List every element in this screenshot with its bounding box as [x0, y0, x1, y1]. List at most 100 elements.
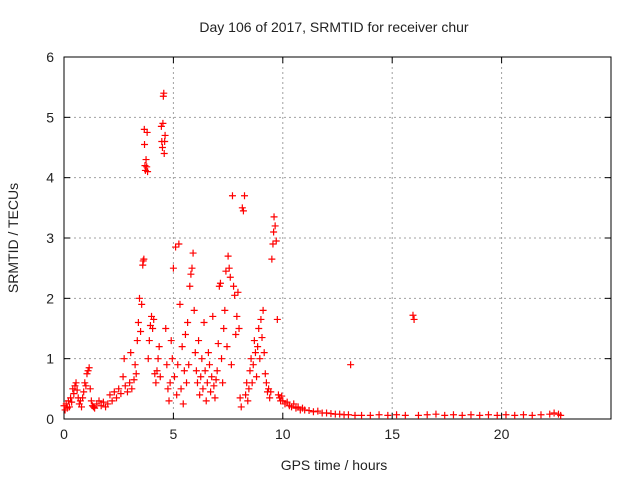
data-point	[223, 343, 231, 351]
x-tick-label: 0	[60, 426, 68, 442]
data-point	[119, 373, 127, 381]
data-point	[199, 385, 207, 393]
data-point	[467, 411, 475, 419]
data-point	[161, 131, 169, 139]
y-axis-label: SRMTID / TECUs	[5, 183, 21, 293]
data-point	[259, 306, 267, 314]
data-point	[351, 411, 359, 419]
x-tick-label: 10	[275, 426, 291, 442]
data-point	[183, 379, 191, 387]
data-point	[123, 388, 131, 396]
data-point	[222, 267, 230, 275]
data-point	[255, 325, 263, 332]
data-point	[150, 315, 158, 323]
data-point	[163, 361, 171, 369]
data-point	[384, 411, 392, 419]
data-point	[283, 398, 291, 406]
data-point	[195, 337, 203, 345]
data-point	[115, 385, 123, 393]
data-point	[140, 255, 148, 263]
data-point	[149, 325, 157, 332]
data-point	[237, 403, 245, 411]
data-point	[144, 355, 152, 363]
chart-title: Day 106 of 2017, SRMTID for receiver chu…	[199, 19, 469, 35]
data-point	[204, 349, 212, 357]
data-point	[215, 282, 223, 290]
data-point	[184, 318, 192, 326]
data-point	[180, 367, 188, 375]
data-point	[132, 370, 140, 378]
data-point	[91, 404, 99, 412]
data-point	[97, 402, 105, 410]
data-point	[336, 410, 344, 418]
data-point	[242, 391, 250, 399]
data-point	[177, 385, 185, 393]
data-point	[230, 282, 238, 290]
data-point	[78, 403, 86, 411]
data-point	[72, 379, 80, 387]
data-point	[546, 410, 554, 418]
y-tick-label: 2	[46, 290, 54, 306]
data-point	[209, 312, 217, 320]
data-point	[138, 300, 146, 308]
data-point	[80, 388, 88, 396]
data-point	[228, 192, 236, 200]
data-point	[70, 390, 78, 398]
data-point	[110, 388, 118, 396]
data-point	[269, 240, 277, 248]
data-point	[144, 168, 152, 176]
data-point	[128, 385, 136, 393]
data-point	[85, 364, 93, 372]
x-tick-label: 20	[494, 426, 510, 442]
data-point	[83, 370, 91, 378]
data-point	[164, 385, 172, 393]
data-point	[198, 355, 206, 363]
data-point	[142, 156, 150, 164]
data-point	[245, 385, 253, 393]
data-point	[113, 394, 121, 402]
data-point	[81, 379, 89, 387]
data-point	[213, 367, 221, 375]
data-point	[278, 392, 286, 400]
data-point	[133, 337, 141, 345]
data-point	[216, 279, 224, 287]
data-point	[104, 400, 112, 408]
data-point	[160, 150, 168, 158]
data-point	[305, 407, 313, 415]
data-point	[176, 300, 184, 308]
data-point	[117, 390, 125, 398]
data-point	[502, 411, 510, 419]
data-point	[414, 411, 422, 419]
data-point	[301, 406, 309, 414]
data-point	[267, 388, 275, 396]
data-point	[236, 394, 244, 402]
data-point	[208, 373, 216, 381]
x-axis-label: GPS time / hours	[281, 457, 388, 473]
data-point	[174, 361, 182, 369]
data-point	[347, 361, 355, 369]
data-point	[127, 349, 135, 357]
data-point	[250, 337, 258, 345]
data-point	[271, 222, 279, 230]
axis-ticks: 0 5 10 15 20 0 1 2 3 4 5 6	[46, 49, 611, 442]
data-point	[186, 282, 194, 290]
data-point	[190, 306, 198, 314]
data-point	[423, 411, 431, 419]
data-point	[79, 394, 87, 402]
data-point	[86, 385, 94, 393]
data-point	[254, 343, 262, 351]
data-point	[143, 163, 151, 171]
data-point	[262, 379, 270, 387]
data-point	[168, 355, 176, 363]
data-point	[224, 252, 232, 260]
data-point	[493, 411, 501, 419]
data-point	[181, 331, 189, 339]
data-point	[231, 291, 239, 299]
data-point	[188, 264, 196, 272]
data-point	[143, 128, 151, 136]
data-point	[160, 89, 168, 97]
data-point	[233, 312, 241, 320]
data-point	[314, 407, 322, 415]
data-point	[68, 398, 76, 406]
data-point	[154, 355, 162, 363]
